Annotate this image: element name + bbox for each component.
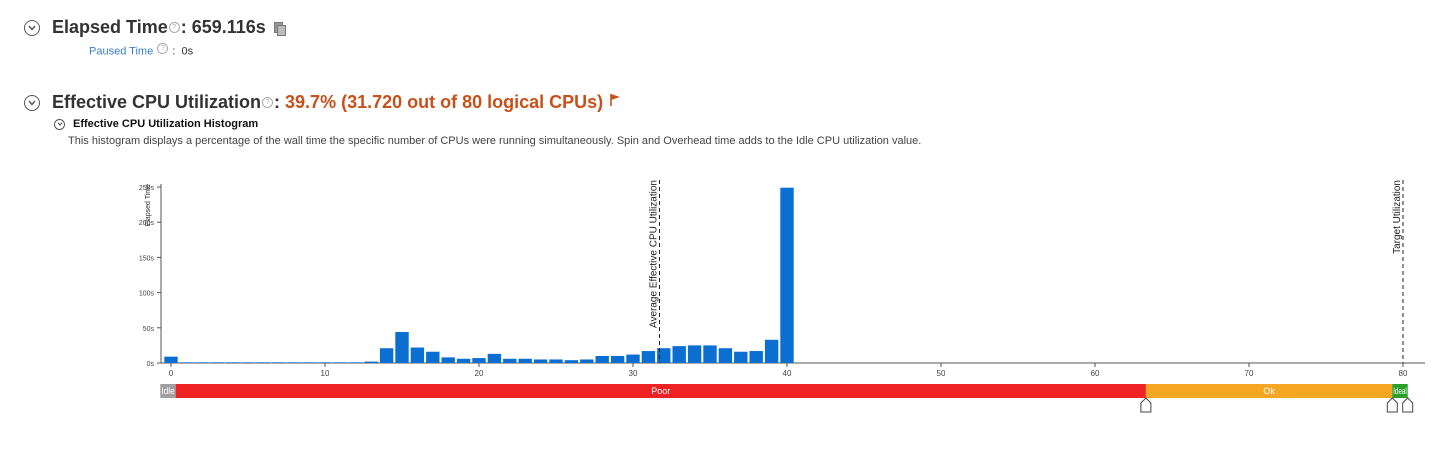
paused-time-label[interactable]: Paused Time bbox=[89, 45, 154, 58]
range-label-ideal: Ideal bbox=[1393, 386, 1406, 396]
elapsed-time-colon: : bbox=[180, 17, 192, 37]
histogram-bar bbox=[749, 351, 763, 363]
x-tick-label: 50 bbox=[937, 369, 946, 378]
y-tick-label: 0s bbox=[147, 361, 155, 368]
cpu-utilization-colon: : bbox=[274, 92, 286, 112]
histogram-bar bbox=[657, 348, 671, 363]
range-slider-handle[interactable] bbox=[1140, 397, 1152, 413]
range-slider-handle[interactable] bbox=[1386, 397, 1398, 413]
histogram-bar bbox=[472, 358, 486, 363]
histogram-bar bbox=[395, 332, 409, 363]
histogram-bar bbox=[225, 362, 240, 363]
histogram-bar bbox=[256, 362, 271, 363]
x-tick-label: 10 bbox=[321, 369, 330, 378]
x-tick-label: 20 bbox=[475, 369, 484, 378]
paused-time-colon: : bbox=[172, 45, 179, 58]
range-label-idle: Idle bbox=[161, 386, 174, 396]
histogram-bar bbox=[426, 351, 440, 363]
histogram-bar bbox=[287, 362, 301, 363]
histogram-bar bbox=[734, 351, 748, 363]
histogram-bar bbox=[456, 358, 471, 363]
histogram-bar bbox=[626, 354, 640, 363]
x-tick-label: 30 bbox=[629, 369, 638, 378]
histogram-bar bbox=[333, 362, 348, 363]
copy-icon[interactable] bbox=[273, 21, 286, 36]
x-tick-label: 70 bbox=[1245, 369, 1254, 378]
y-tick-label: 150s bbox=[139, 255, 155, 262]
histogram-bar bbox=[364, 361, 378, 363]
histogram-bar bbox=[764, 339, 779, 363]
histogram-bar bbox=[349, 362, 363, 363]
chevron-down-icon[interactable] bbox=[54, 118, 65, 130]
histogram-bar bbox=[672, 346, 686, 363]
chevron-down-icon[interactable] bbox=[24, 94, 40, 111]
y-tick-label: 50s bbox=[143, 326, 155, 333]
range-segment-idle bbox=[160, 384, 176, 398]
help-icon[interactable]: ? bbox=[168, 22, 180, 33]
histogram-bar bbox=[549, 359, 563, 363]
histogram-bar bbox=[302, 362, 317, 363]
range-segment-poor bbox=[175, 384, 1146, 398]
histogram-bar bbox=[780, 187, 794, 363]
help-icon[interactable]: ? bbox=[262, 97, 274, 108]
histogram-bar bbox=[503, 358, 517, 363]
histogram-bar bbox=[379, 348, 394, 363]
x-tick-label: 40 bbox=[783, 369, 792, 378]
marker-label: Average Effective CPU Utilization bbox=[648, 180, 659, 328]
help-icon[interactable]: ? bbox=[157, 43, 169, 54]
y-tick-label: 100s bbox=[139, 291, 155, 298]
histogram-bar bbox=[580, 359, 594, 363]
cpu-utilization-value: 39.7% (31.720 out of 80 logical CPUs) bbox=[285, 92, 604, 112]
elapsed-time-header: Elapsed Time ? : 659.116s bbox=[24, 17, 286, 38]
histogram-bar bbox=[164, 356, 178, 363]
histogram-bar bbox=[487, 353, 502, 363]
histogram-bar bbox=[179, 362, 194, 363]
histogram-bar bbox=[610, 355, 625, 363]
range-slider-handle[interactable] bbox=[1402, 397, 1414, 413]
histogram-bar bbox=[718, 348, 733, 363]
histogram-bar bbox=[195, 362, 209, 363]
histogram-title: Effective CPU Utilization Histogram bbox=[73, 118, 259, 130]
histogram-bar bbox=[441, 357, 455, 363]
paused-time: Paused Time ? : 0s bbox=[89, 43, 193, 58]
chevron-down-icon[interactable] bbox=[24, 19, 40, 36]
range-label-ok: Ok bbox=[1263, 386, 1275, 396]
histogram-bar bbox=[533, 359, 548, 363]
histogram-bar bbox=[641, 351, 656, 363]
marker-label: Target Utilization bbox=[1392, 180, 1403, 254]
histogram-header: Effective CPU Utilization Histogram bbox=[54, 118, 258, 130]
paused-time-value: 0s bbox=[181, 45, 194, 58]
x-tick-label: 60 bbox=[1091, 369, 1100, 378]
x-tick-label: 80 bbox=[1399, 369, 1408, 378]
histogram-bar bbox=[241, 362, 255, 363]
elapsed-time-value: 659.116s bbox=[191, 17, 266, 37]
histogram-bar bbox=[210, 362, 224, 363]
range-label-poor: Poor bbox=[651, 386, 670, 396]
histogram-bar bbox=[595, 355, 609, 363]
flag-icon bbox=[609, 93, 621, 112]
y-tick-label: 200s bbox=[139, 220, 155, 227]
histogram-bar bbox=[564, 360, 579, 363]
histogram-bar bbox=[410, 347, 425, 363]
cpu-utilization-header: Effective CPU Utilization ? : 39.7% (31.… bbox=[24, 92, 621, 113]
elapsed-time-label: Elapsed Time bbox=[52, 17, 168, 37]
x-tick-label: 0 bbox=[169, 369, 174, 378]
histogram-bar bbox=[272, 362, 286, 363]
histogram-bar bbox=[318, 362, 332, 363]
range-segment-ok bbox=[1145, 384, 1393, 398]
cpu-utilization-label: Effective CPU Utilization bbox=[52, 92, 262, 112]
y-tick-label: 250s bbox=[139, 185, 155, 192]
histogram-bar bbox=[518, 358, 532, 363]
y-axis-label: Elapsed Time bbox=[145, 184, 152, 227]
histogram-description: This histogram displays a percentage of … bbox=[68, 135, 922, 147]
histogram-bar bbox=[703, 345, 717, 363]
range-segment-ideal bbox=[1392, 384, 1408, 398]
histogram-bar bbox=[687, 345, 702, 363]
